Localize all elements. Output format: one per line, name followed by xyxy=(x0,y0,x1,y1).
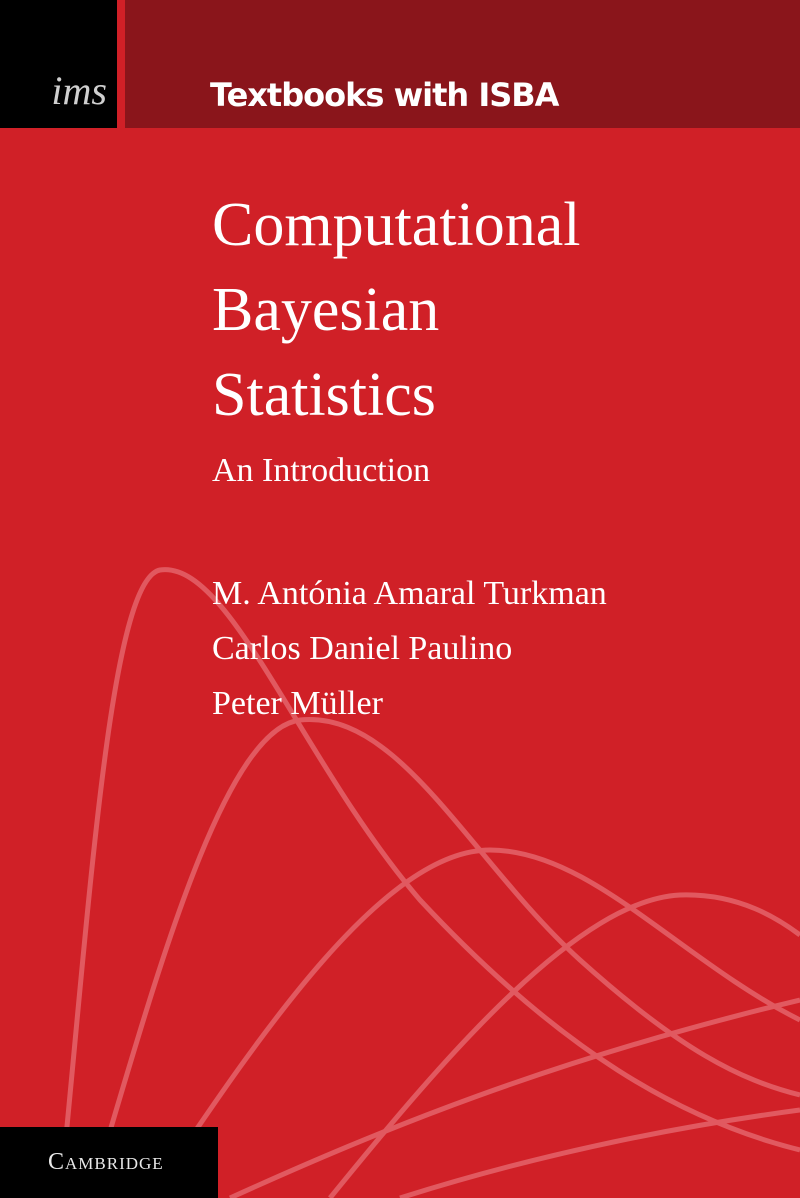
series-band: Textbooks with ISBA xyxy=(125,0,800,128)
curve-4 xyxy=(328,892,800,1198)
book-subtitle: An Introduction xyxy=(212,452,431,489)
curve-1 xyxy=(57,567,800,1198)
curve-3 xyxy=(147,847,800,1198)
title-line: Bayesian xyxy=(212,276,440,344)
author: Carlos Daniel Paulino xyxy=(212,630,513,667)
author: M. Antónia Amaral Turkman xyxy=(212,575,607,612)
ims-logo-box: ims xyxy=(0,0,117,128)
curve-5 xyxy=(228,997,800,1198)
ims-logo: ims xyxy=(51,68,107,113)
series-name: Textbooks with ISBA xyxy=(210,76,559,114)
book-title: Computational Bayesian Statistics xyxy=(212,183,581,438)
title-line: Computational xyxy=(212,191,581,259)
publisher-box: Cambridge xyxy=(0,1127,218,1198)
publisher-logo: Cambridge xyxy=(48,1149,164,1175)
author: Peter Müller xyxy=(212,685,383,722)
author-list: M. Antónia Amaral Turkman Carlos Daniel … xyxy=(212,566,607,731)
curve-2 xyxy=(87,717,800,1198)
curve-6 xyxy=(399,1107,800,1198)
title-line: Statistics xyxy=(212,361,436,429)
